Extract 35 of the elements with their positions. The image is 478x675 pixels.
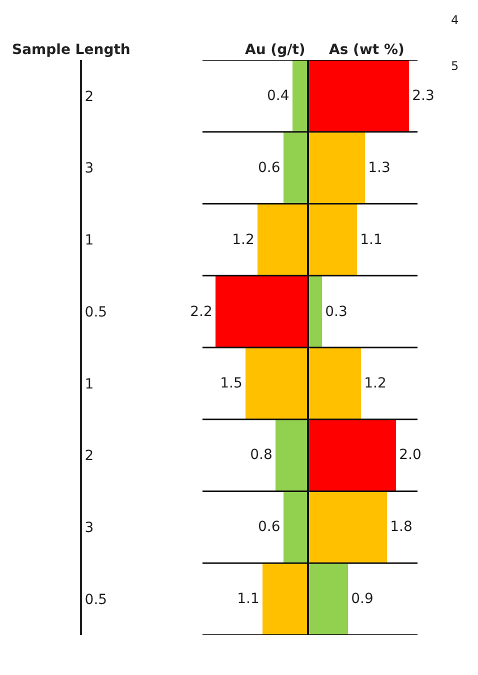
chart-title: Au (g/t) — [245, 42, 306, 58]
data-label: 2.3 — [412, 88, 434, 104]
text: 4 — [451, 13, 459, 27]
data-label: 1.2 — [232, 232, 254, 248]
data-label: 0.8 — [250, 447, 272, 463]
data-label: 1.1 — [237, 591, 260, 607]
y-tick-label: 3 — [84, 160, 94, 177]
chart-title: As (wt %) — [329, 42, 404, 58]
y-tick-label: 1 — [84, 376, 94, 392]
bar — [309, 276, 322, 348]
y-tick-label: 0.5 — [84, 304, 108, 320]
y-tick-label: 2 — [84, 448, 94, 464]
y-tick-label: 0.5 — [84, 592, 108, 608]
data-label: 1.3 — [368, 160, 390, 176]
bar — [309, 491, 388, 563]
bar — [309, 563, 348, 635]
y-axis-title: Sample Length — [12, 42, 130, 58]
data-label: 0.6 — [258, 160, 280, 176]
data-label: 1.2 — [364, 376, 386, 392]
y-tick-label: 3 — [84, 520, 94, 536]
text: 5 — [451, 59, 459, 73]
y-tick-label: 2 — [84, 88, 94, 105]
data-label: 2.2 — [190, 304, 212, 320]
y-tick-label: 1 — [84, 232, 94, 249]
data-label: 0.4 — [267, 88, 290, 104]
data-label: 2.0 — [399, 447, 422, 463]
bar — [309, 419, 396, 491]
data-label: 1.5 — [220, 376, 242, 392]
data-label: 0.9 — [351, 591, 374, 607]
data-label: 1.1 — [360, 232, 382, 248]
data-label: 0.6 — [258, 519, 280, 535]
bar — [309, 348, 362, 419]
data-label: 1.8 — [390, 519, 412, 535]
data-label: 0.3 — [325, 304, 348, 320]
bar — [309, 60, 410, 132]
